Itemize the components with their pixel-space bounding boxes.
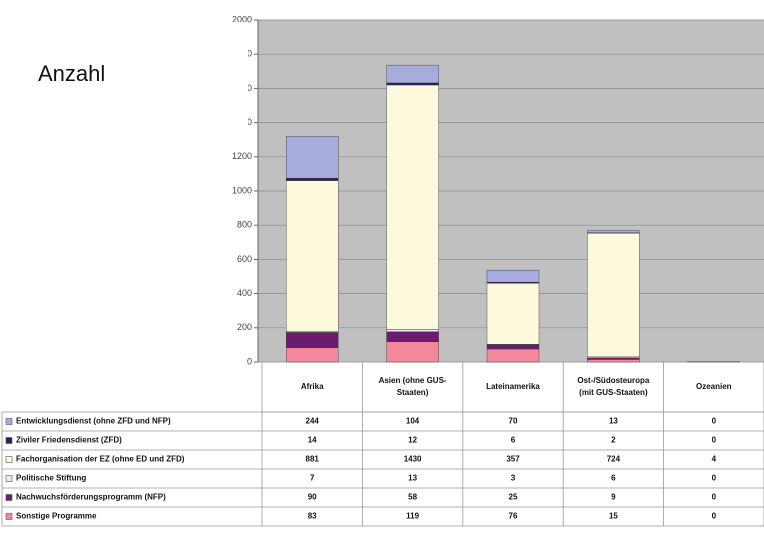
bar-segment bbox=[386, 329, 439, 332]
label-box bbox=[20, 22, 248, 132]
table-value: 14 bbox=[308, 436, 317, 445]
legend-label: Ziviler Friedensdienst (ZFD) bbox=[16, 436, 122, 445]
bar-segment bbox=[386, 82, 439, 86]
legend-swatch bbox=[5, 437, 13, 444]
table-value: 881 bbox=[306, 455, 320, 464]
table-value: 7 bbox=[310, 474, 315, 483]
category-cell: Ozeanien bbox=[696, 382, 732, 391]
bar-segment bbox=[486, 344, 540, 350]
table-value: 0 bbox=[712, 512, 717, 521]
y-tick-label: 800 bbox=[237, 220, 252, 230]
bar-segment bbox=[486, 269, 540, 283]
y-tick-label: 2000 bbox=[232, 14, 252, 24]
x-tick-label: Asien (ohne GUS-Staaten) bbox=[378, 376, 447, 397]
table-value: 0 bbox=[712, 474, 717, 483]
category-cell: Ost-/Südosteuropa (mit GUS-Staaten) bbox=[577, 376, 650, 397]
legend-label: Nachwuchsförderungsprogramm (NFP) bbox=[16, 493, 166, 502]
category-cell: Lateinamerika bbox=[486, 382, 540, 391]
bar-segment bbox=[286, 177, 339, 181]
table-value: 0 bbox=[712, 417, 717, 426]
table-value: 3 bbox=[511, 474, 516, 483]
table-value: 9 bbox=[611, 493, 616, 502]
table-value: 90 bbox=[308, 493, 317, 502]
bar-segment bbox=[286, 180, 339, 332]
legend-label: Entwicklungsdienst (ohne ZFD und NFP) bbox=[16, 417, 171, 426]
y-tick-label: 0 bbox=[247, 356, 252, 366]
x-tick-label: Lateinamerika bbox=[486, 382, 540, 391]
table-value: 13 bbox=[408, 474, 417, 483]
y-tick-label: 200 bbox=[237, 322, 252, 332]
table-value: 1430 bbox=[404, 455, 422, 464]
category-cell: Asien (ohne GUS-Staaten) bbox=[378, 376, 447, 397]
table-value: 357 bbox=[506, 455, 520, 464]
x-tick-label: Ost-/Südosteuropa (mit GUS-Staaten) bbox=[577, 376, 650, 397]
table-value: 76 bbox=[509, 512, 518, 521]
bar-segment bbox=[587, 230, 640, 233]
bar-segment bbox=[486, 282, 540, 345]
table-value: 119 bbox=[406, 512, 419, 521]
table-value: 12 bbox=[408, 436, 417, 445]
legend-swatch bbox=[5, 418, 13, 425]
bar-segment bbox=[286, 332, 339, 349]
table-value: 70 bbox=[509, 417, 518, 426]
y-tick-label: 600 bbox=[237, 254, 252, 264]
bar-segment bbox=[386, 64, 439, 84]
bar-segment bbox=[286, 136, 339, 179]
table-value: 6 bbox=[611, 474, 616, 483]
table-value: 6 bbox=[511, 436, 516, 445]
legend-label: Politische Stiftung bbox=[16, 474, 86, 483]
bar-segment bbox=[386, 341, 439, 363]
table-value: 13 bbox=[609, 417, 618, 426]
table-value: 15 bbox=[609, 512, 618, 521]
bar-segment bbox=[386, 331, 439, 342]
table-value: 724 bbox=[607, 455, 621, 464]
table-value: 244 bbox=[306, 417, 320, 426]
legend-label: Fachorganisation der EZ (ohne ED und ZFD… bbox=[16, 455, 185, 464]
bar-segment bbox=[286, 347, 339, 363]
y-axis-label: Anzahl bbox=[38, 61, 105, 86]
table-value: 58 bbox=[408, 493, 417, 502]
table-value: 0 bbox=[712, 493, 717, 502]
y-tick-label: 1200 bbox=[232, 151, 252, 161]
table-value: 4 bbox=[712, 455, 717, 464]
legend-swatch bbox=[5, 456, 13, 463]
y-tick-label: 1000 bbox=[232, 185, 252, 195]
table-value: 25 bbox=[509, 493, 518, 502]
category-cell: Afrika bbox=[300, 382, 324, 391]
legend-label: Sonstige Programme bbox=[16, 512, 97, 521]
bar-segment bbox=[587, 359, 640, 363]
legend-swatch bbox=[5, 513, 13, 520]
bar-segment bbox=[386, 84, 439, 330]
table-value: 104 bbox=[406, 417, 420, 426]
x-tick-label: Ozeanien bbox=[696, 382, 732, 391]
bar-segment bbox=[486, 348, 540, 363]
bar-segment bbox=[587, 357, 640, 360]
bar-segment bbox=[687, 361, 740, 363]
y-tick-label: 400 bbox=[237, 288, 252, 298]
legend-swatch bbox=[5, 475, 13, 482]
table-value: 2 bbox=[611, 436, 616, 445]
bar-segment bbox=[587, 232, 640, 358]
legend-swatch bbox=[5, 494, 13, 501]
table-value: 0 bbox=[712, 436, 717, 445]
x-tick-label: Afrika bbox=[300, 382, 324, 391]
table-value: 83 bbox=[308, 512, 317, 521]
